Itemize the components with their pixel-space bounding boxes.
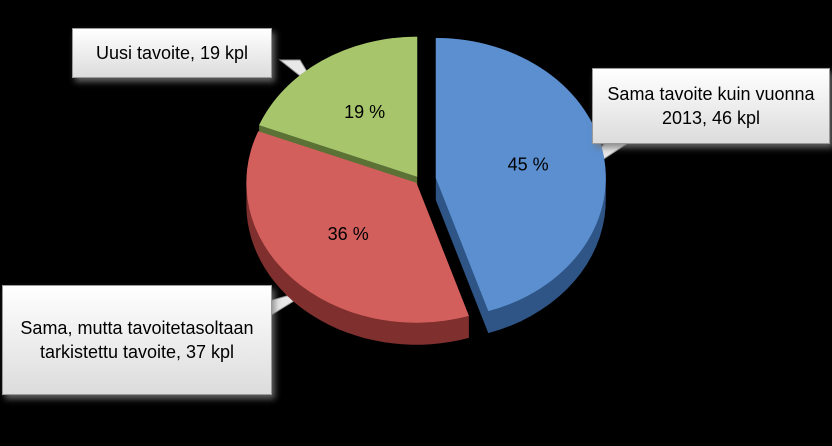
callout-label: Sama, mutta tavoitetasoltaan tarkistettu… <box>2 285 272 395</box>
callout-label: Sama tavoite kuin vuonna 2013, 46 kpl <box>592 68 830 144</box>
value-label: 19 % <box>344 102 385 122</box>
callout-label: Uusi tavoite, 19 kpl <box>72 28 272 78</box>
slice <box>259 36 418 177</box>
value-label: 36 % <box>328 224 369 244</box>
slice <box>246 131 469 323</box>
slice <box>435 37 606 312</box>
value-label: 45 % <box>508 155 549 175</box>
